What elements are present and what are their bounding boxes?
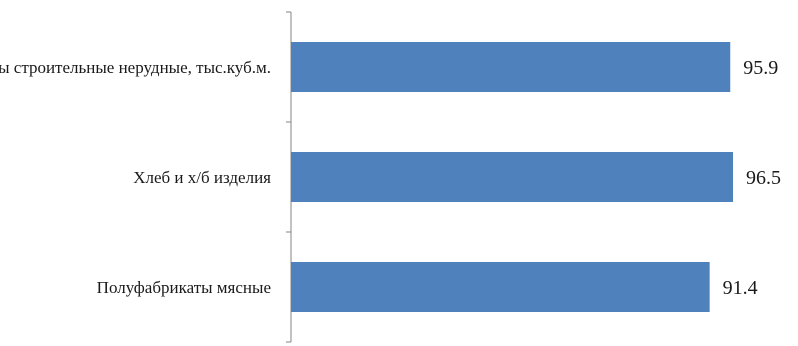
category-labels: Материалы строительные нерудные, тыс.куб… [0,58,271,297]
value-label: 95.9 [743,57,778,79]
bars [291,42,733,312]
bar [291,152,733,202]
bar [291,262,710,312]
category-label: Материалы строительные нерудные, тыс.куб… [0,58,271,77]
category-label: Хлеб и х/б изделия [133,168,271,187]
value-labels: 95.9 96.5 91.4 [723,57,781,299]
value-label: 91.4 [723,277,758,299]
value-label: 96.5 [746,167,781,189]
bar [291,42,731,92]
category-axis [286,11,292,343]
category-label: Полуфабрикаты мясные [97,278,271,297]
